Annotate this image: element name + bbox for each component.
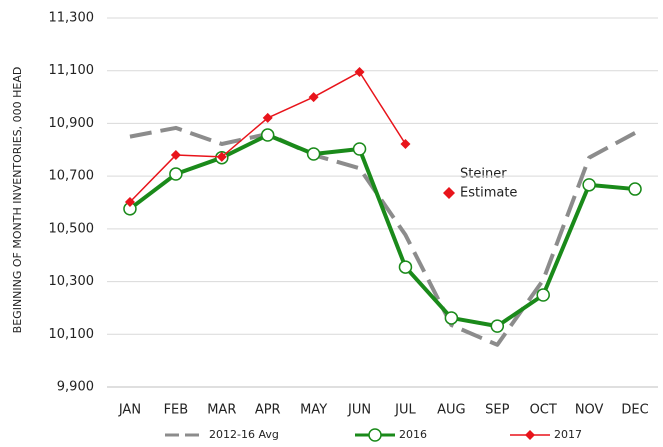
point-marker	[398, 260, 413, 274]
x-tick-label: AUG	[437, 403, 465, 418]
point-marker	[216, 151, 227, 162]
point-marker	[308, 92, 319, 103]
point-marker	[582, 178, 596, 192]
y-axis-label: BEGINNING OF MONTH INVENTORIES, 000 HEAD	[11, 67, 24, 334]
legend-label: 2012-16 Avg	[209, 428, 279, 441]
x-tick-label: SEP	[485, 403, 509, 418]
x-tick-label: NOV	[575, 403, 604, 418]
point-marker	[400, 138, 411, 149]
legend-label: 2017	[554, 428, 582, 441]
point-marker	[354, 67, 365, 78]
point-marker	[260, 128, 275, 142]
point-marker	[536, 288, 550, 302]
y-tick-label: 11,300	[49, 11, 95, 26]
series-line	[129, 125, 636, 347]
point-marker	[628, 182, 642, 196]
y-tick-label: 10,300	[49, 274, 95, 289]
point-marker	[262, 112, 273, 123]
point-marker	[444, 311, 459, 325]
annotation: Estimate	[460, 186, 517, 201]
legend-marker	[525, 430, 535, 440]
legend-label: 2016	[399, 428, 427, 441]
legend: 2012-16 Avg 2016 2017	[165, 428, 582, 441]
x-tick-label: JUL	[394, 403, 416, 418]
y-tick-label: 10,900	[49, 116, 95, 131]
point-marker	[306, 147, 321, 161]
x-tick-label: DEC	[621, 403, 648, 418]
y-tick-label: 10,500	[49, 221, 95, 236]
y-tick-label: 10,700	[49, 169, 95, 184]
legend-marker	[368, 428, 382, 442]
point-marker	[169, 167, 183, 181]
series-line	[128, 133, 636, 329]
y-tick-label: 9,900	[57, 380, 94, 395]
x-tick-label: OCT	[530, 403, 557, 418]
x-tick-label: APR	[255, 403, 281, 418]
point-marker	[170, 150, 181, 161]
annotation: Steiner	[460, 167, 507, 182]
y-tick-label: 11,100	[49, 63, 95, 78]
point-marker	[490, 319, 505, 333]
point-marker	[124, 196, 135, 207]
x-tick-label: JAN	[118, 403, 141, 418]
x-tick-label: MAR	[207, 403, 236, 418]
point-marker	[352, 142, 367, 156]
x-tick-label: JUN	[347, 403, 371, 418]
x-tick-label: MAY	[300, 403, 327, 418]
x-tick-label: FEB	[164, 403, 189, 418]
annotation-marker	[443, 187, 455, 199]
y-tick-label: 10,100	[49, 327, 95, 342]
